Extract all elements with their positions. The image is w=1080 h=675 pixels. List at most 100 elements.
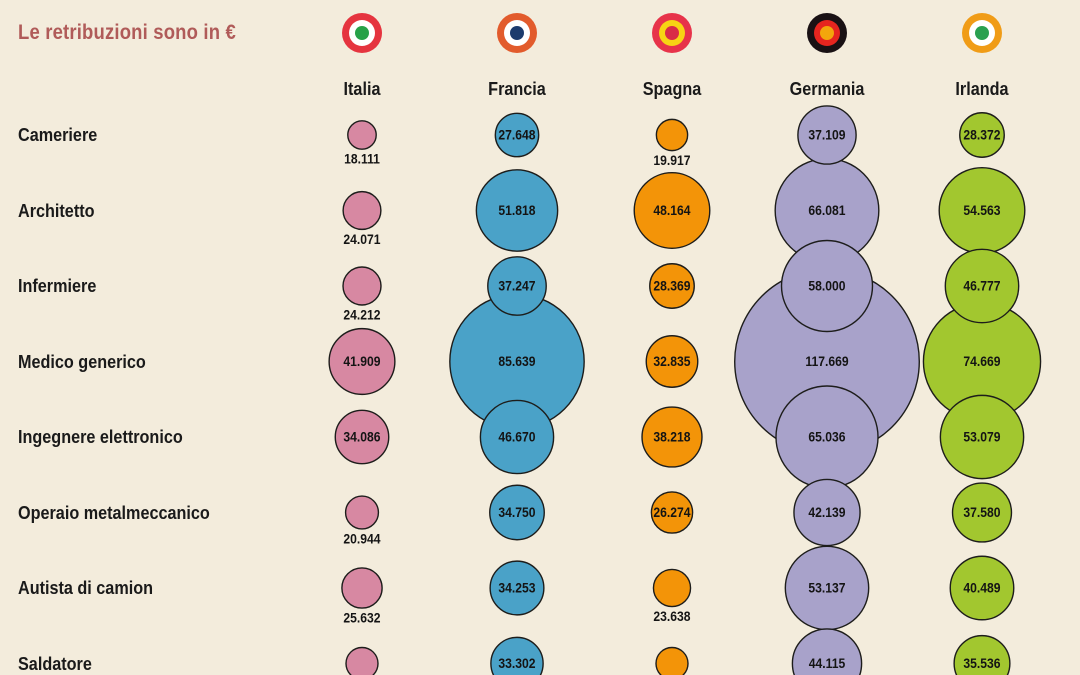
salary-bubble: 34.253	[489, 560, 545, 616]
flag-ring	[814, 20, 840, 46]
salary-value-label: 48.164	[653, 203, 691, 219]
salary-value-label: 34.750	[498, 505, 535, 521]
bubble-circle	[949, 555, 1015, 621]
row-label-operaio-metalmeccanico: Operaio metalmeccanico	[18, 502, 210, 523]
bubble-circle	[342, 190, 382, 231]
bubble-circle	[633, 172, 711, 249]
salary-bubble: 26.274	[650, 491, 694, 534]
bubble-circle	[487, 256, 547, 316]
salary-value-label: 37.247	[498, 278, 535, 294]
bubble-circle	[939, 394, 1025, 480]
salary-value-label: 46.777	[963, 278, 1000, 294]
salary-value-label: 65.036	[808, 429, 845, 445]
salary-value-label: 32.835	[653, 354, 690, 370]
salary-bubble: 46.777	[944, 248, 1020, 324]
bubble-circle	[953, 634, 1011, 675]
salary-value-label: 74.669	[963, 354, 1000, 370]
bubble-circle	[490, 636, 544, 675]
bubble-circle	[951, 482, 1013, 543]
salary-bubble: 41.909	[328, 327, 396, 396]
bubble-circle	[341, 567, 383, 609]
country-header-francia: Francia	[488, 79, 546, 99]
salary-bubble: 44.115	[791, 628, 863, 675]
salary-value-label: 28.369	[653, 278, 690, 294]
bubble-circle	[489, 560, 545, 616]
salary-bubble: 54.563	[938, 167, 1026, 254]
flag-core	[665, 26, 679, 40]
salary-value-label: 46.670	[498, 429, 535, 445]
row-label-infermiere: Infermiere	[18, 276, 97, 296]
salary-value-label: 35.536	[963, 656, 1000, 672]
bubble-circle	[494, 112, 540, 158]
salary-bubble: 33.302	[490, 636, 544, 675]
salary-value-label: 37.109	[808, 127, 845, 143]
salary-bubble: 37.109	[797, 105, 857, 165]
salary-bubble	[345, 646, 379, 675]
salary-value-label: 117.669	[805, 354, 848, 370]
country-header-italia: Italia	[343, 79, 381, 99]
flag-ring	[504, 20, 530, 46]
salary-value-label: 44.115	[809, 656, 845, 672]
salary-value-label: 37.580	[963, 505, 1000, 521]
salary-value-label: 54.563	[963, 203, 1000, 219]
flag-spagna-icon	[652, 13, 692, 53]
salary-value-label: 23.638	[653, 608, 690, 624]
salary-value-label: 51.818	[498, 203, 535, 219]
flag-core	[510, 26, 524, 40]
salary-value-label: 34.086	[343, 429, 380, 445]
bubble-circle	[650, 491, 694, 534]
bubble-circle	[334, 409, 390, 465]
bubble-circle	[489, 484, 545, 541]
bubble-circle	[655, 118, 689, 152]
bubble-circle	[791, 628, 863, 675]
salary-bubble: 51.818	[475, 169, 559, 252]
row-label-cameriere: Cameriere	[18, 125, 98, 145]
flag-ring	[349, 20, 375, 46]
flag-irlanda-icon	[962, 13, 1002, 53]
flag-core	[820, 26, 834, 40]
salary-bubble	[655, 646, 689, 675]
bubble-circle	[649, 263, 695, 309]
salary-value-label: 19.917	[653, 153, 690, 169]
flag-ring	[969, 20, 995, 46]
salary-value-label: 41.909	[343, 354, 380, 370]
country-header-spagna: Spagna	[642, 79, 702, 99]
country-header-germania: Germania	[789, 79, 865, 99]
bubble-circle	[793, 478, 861, 547]
flag-italia-icon	[342, 13, 382, 53]
bubble-circle	[780, 239, 874, 333]
salary-bubble: 19.917	[653, 118, 691, 169]
salary-value-label: 27.648	[498, 127, 535, 143]
salary-value-label: 53.137	[808, 580, 845, 596]
bubble-circle	[479, 399, 555, 475]
bubble-circle	[645, 335, 699, 388]
bubble-circle	[345, 646, 379, 675]
bubble-circle	[347, 120, 377, 150]
salary-bubble: 34.086	[334, 409, 390, 465]
salary-bubble: 28.369	[649, 263, 695, 309]
salary-bubble: 25.632	[341, 567, 383, 626]
bubble-circle	[342, 266, 382, 306]
salary-bubble: 37.247	[487, 256, 547, 316]
flag-francia-icon	[497, 13, 537, 53]
country-header-irlanda: Irlanda	[955, 79, 1009, 99]
salary-value-label: 18.111	[344, 151, 380, 167]
salary-bubble: 27.648	[494, 112, 540, 158]
chart-title: Le retribuzioni sono in €	[18, 21, 236, 44]
salary-bubble: 42.139	[793, 478, 861, 547]
salary-bubble: 24.212	[342, 266, 382, 323]
salary-value-label: 85.639	[498, 354, 535, 370]
bubble-circle	[944, 248, 1020, 324]
salary-bubble: 53.079	[939, 394, 1025, 480]
row-label-architetto: Architetto	[18, 200, 95, 221]
flag-ring	[659, 20, 685, 46]
flag-core	[975, 26, 989, 40]
salary-bubble: 48.164	[633, 172, 711, 249]
salary-bubble: 46.670	[479, 399, 555, 475]
salary-bubble: 38.218	[641, 406, 703, 468]
salary-value-label: 53.079	[963, 429, 1000, 445]
salary-value-label: 25.632	[343, 610, 380, 626]
salary-value-label: 42.139	[808, 505, 845, 521]
bubble-circle	[655, 646, 689, 675]
